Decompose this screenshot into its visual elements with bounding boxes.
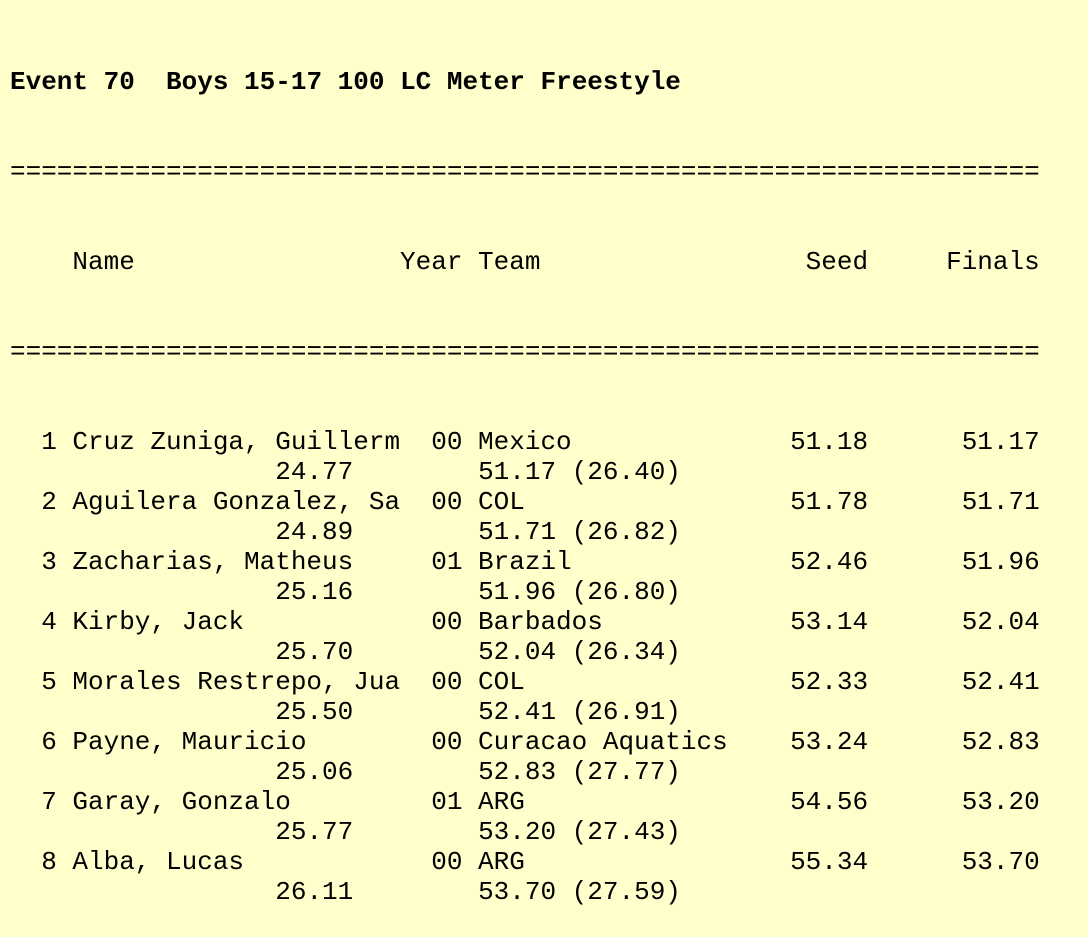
split-100: 52.04 (26.34): [478, 637, 681, 667]
finals-time: 52.04: [961, 607, 1040, 637]
year: 01: [431, 787, 463, 817]
event-title: Event 70 Boys 15-17 100 LC Meter Freesty…: [10, 67, 681, 97]
team: Brazil: [478, 547, 572, 577]
finals-time: 51.96: [961, 547, 1040, 577]
result-row: 6 Payne, Mauricio 00 Curacao Aquatics 53.24…: [10, 727, 1088, 757]
place: 5: [41, 667, 57, 697]
result-row: 5 Morales Restrepo, Jua 00 COL 52.33 52.41: [10, 667, 1088, 697]
place: 3: [41, 547, 57, 577]
split-50: 25.70: [275, 637, 354, 667]
split-100: 51.71 (26.82): [478, 517, 681, 547]
swimmer-name: Garay, Gonzalo: [72, 787, 291, 817]
split-50: 24.89: [275, 517, 354, 547]
finals-time: 51.71: [961, 487, 1040, 517]
split-row: 24.89 51.71 (26.82): [10, 517, 1088, 547]
year: 01: [431, 547, 463, 577]
team: Mexico: [478, 427, 572, 457]
swimmer-name: Zacharias, Matheus: [72, 547, 354, 577]
seed-time: 52.33: [790, 667, 869, 697]
split-50: 25.06: [275, 757, 354, 787]
seed-time: 51.18: [790, 427, 869, 457]
split-row: 25.50 52.41 (26.91): [10, 697, 1088, 727]
team: ARG: [478, 847, 525, 877]
column-header-row: Name Year Team Seed Finals: [10, 247, 1088, 277]
seed-time: 54.56: [790, 787, 869, 817]
split-row: 24.77 51.17 (26.40): [10, 457, 1088, 487]
swimmer-name: Alba, Lucas: [72, 847, 245, 877]
result-row: 8 Alba, Lucas 00 ARG 55.34 53.70: [10, 847, 1088, 877]
header-seed: Seed: [805, 247, 869, 277]
swimmer-name: Morales Restrepo, Jua: [72, 667, 401, 697]
result-row: 4 Kirby, Jack 00 Barbados 53.14 52.04: [10, 607, 1088, 637]
year: 00: [431, 607, 463, 637]
split-row: 25.16 51.96 (26.80): [10, 577, 1088, 607]
place: 1: [41, 427, 57, 457]
finals-time: 53.70: [961, 847, 1040, 877]
year: 00: [431, 487, 463, 517]
result-row: 3 Zacharias, Matheus 01 Brazil 52.46 51.96: [10, 547, 1088, 577]
year: 00: [431, 727, 463, 757]
team: COL: [478, 487, 525, 517]
split-100: 53.70 (27.59): [478, 877, 681, 907]
finals-time: 51.17: [961, 427, 1040, 457]
separator-line: ========================================…: [10, 157, 1040, 187]
swimmer-name: Aguilera Gonzalez, Sa: [72, 487, 401, 517]
split-row: 26.11 53.70 (27.59): [10, 877, 1088, 907]
split-100: 52.83 (27.77): [478, 757, 681, 787]
split-50: 25.16: [275, 577, 354, 607]
split-50: 25.77: [275, 817, 354, 847]
split-100: 51.96 (26.80): [478, 577, 681, 607]
place: 7: [41, 787, 57, 817]
result-row: 2 Aguilera Gonzalez, Sa 00 COL 51.78 51.71: [10, 487, 1088, 517]
year: 00: [431, 847, 463, 877]
seed-time: 53.14: [790, 607, 869, 637]
seed-time: 52.46: [790, 547, 869, 577]
place: 4: [41, 607, 57, 637]
team: Curacao Aquatics: [478, 727, 728, 757]
separator-line: ========================================…: [10, 337, 1040, 367]
header-finals: Finals: [946, 247, 1040, 277]
finals-time: 52.41: [961, 667, 1040, 697]
finals-time: 53.20: [961, 787, 1040, 817]
finals-time: 52.83: [961, 727, 1040, 757]
split-50: 25.50: [275, 697, 354, 727]
year: 00: [431, 667, 463, 697]
split-50: 26.11: [275, 877, 354, 907]
place: 8: [41, 847, 57, 877]
swimmer-name: Payne, Mauricio: [72, 727, 307, 757]
header-year: Year: [400, 247, 463, 277]
split-100: 51.17 (26.40): [478, 457, 681, 487]
result-row: 7 Garay, Gonzalo 01 ARG 54.56 53.20: [10, 787, 1088, 817]
team: ARG: [478, 787, 525, 817]
seed-time: 51.78: [790, 487, 869, 517]
place: 2: [41, 487, 57, 517]
seed-time: 55.34: [790, 847, 869, 877]
split-row: 25.06 52.83 (27.77): [10, 757, 1088, 787]
place: 6: [41, 727, 57, 757]
header-name: Name: [72, 247, 135, 277]
year: 00: [431, 427, 463, 457]
team: COL: [478, 667, 525, 697]
result-row: 1 Cruz Zuniga, Guillerm 00 Mexico 51.18 51.1…: [10, 427, 1088, 457]
split-row: 25.77 53.20 (27.43): [10, 817, 1088, 847]
split-50: 24.77: [275, 457, 354, 487]
swimmer-name: Kirby, Jack: [72, 607, 245, 637]
header-team: Team: [478, 247, 541, 277]
swimmer-name: Cruz Zuniga, Guillerm: [72, 427, 401, 457]
split-row: 25.70 52.04 (26.34): [10, 637, 1088, 667]
split-100: 52.41 (26.91): [478, 697, 681, 727]
team: Barbados: [478, 607, 603, 637]
seed-time: 53.24: [790, 727, 869, 757]
split-100: 53.20 (27.43): [478, 817, 681, 847]
